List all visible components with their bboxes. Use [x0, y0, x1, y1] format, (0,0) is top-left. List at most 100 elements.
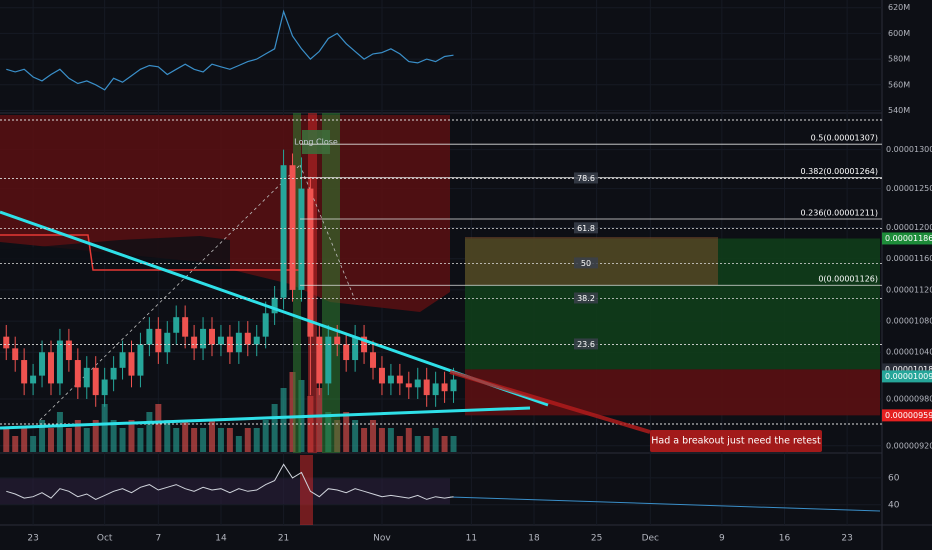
volume-bar: [253, 428, 260, 452]
x-tick-label: Dec: [642, 534, 659, 544]
candle-body: [298, 188, 305, 290]
annotation: Had a breakout just need the retest: [651, 436, 821, 447]
price-label: 0.00001186: [885, 234, 932, 243]
volume-bar: [56, 412, 63, 452]
candle-body: [56, 340, 63, 384]
fib-label: 0.236(0.00001211): [801, 208, 879, 217]
fib-label: 0(0.00001126): [818, 275, 878, 284]
candle-body: [244, 332, 251, 345]
candle-body: [432, 383, 439, 396]
volume-bar: [164, 420, 171, 452]
volume-bar: [289, 372, 296, 452]
price-label: 0.00000959: [885, 411, 932, 420]
arrow-line: [449, 370, 651, 434]
candle-body: [271, 297, 278, 314]
volume-bar: [146, 412, 153, 452]
y-tick-label: 0.00001300: [886, 145, 932, 154]
volume-bar: [173, 428, 180, 452]
x-tick-label: 21: [278, 534, 289, 544]
mcap-tick-label: 580M: [888, 55, 910, 64]
y-tick-label: 0.00001160: [886, 254, 932, 263]
candle-body: [182, 317, 189, 337]
mcap-tick-label: 620M: [888, 3, 910, 12]
volume-bar: [110, 420, 117, 452]
volume-bar: [343, 412, 350, 452]
fib-box: [574, 257, 598, 269]
candle-body: [316, 336, 323, 384]
triangle-lower: [0, 406, 531, 430]
volume-bar: [396, 436, 403, 452]
fib-box-label: 38.2: [577, 294, 595, 303]
x-tick-label: 14: [215, 534, 227, 544]
volume-bar: [83, 428, 90, 452]
candle-body: [146, 328, 153, 345]
candle-body: [155, 328, 162, 353]
fib-box: [574, 172, 598, 184]
price-label-box: [882, 232, 932, 245]
candle-body: [262, 313, 269, 337]
candle-body: [30, 375, 37, 384]
candle-body: [343, 344, 350, 361]
candle-body: [12, 348, 19, 361]
volume-bar: [378, 428, 385, 452]
volume-bar: [39, 420, 46, 452]
y-tick-label: 0.00000920: [886, 441, 932, 450]
y-tick-label: 0.00001080: [886, 317, 932, 326]
candle-body: [119, 352, 126, 368]
x-tick-label: 25: [591, 534, 602, 544]
y-tick-label: 0.00001250: [886, 184, 932, 193]
volume-bar: [119, 428, 126, 452]
candle-body: [441, 383, 448, 392]
fib-box: [574, 338, 598, 350]
note-box: [650, 430, 822, 452]
volume-bar: [405, 428, 412, 452]
volume-bar: [155, 404, 162, 452]
mcap-tick-label: 600M: [888, 29, 910, 38]
x-tick-label: 11: [466, 534, 477, 544]
x-tick-label: 7: [155, 534, 161, 544]
price-label-box: [882, 370, 932, 383]
loss-zone: [465, 369, 880, 416]
candle-body: [101, 379, 108, 396]
osc-tick-label: 40: [888, 500, 900, 510]
x-tick-label: 9: [719, 534, 725, 544]
x-tick-label: 23: [27, 534, 38, 544]
volume-bar: [226, 428, 233, 452]
candle-body: [39, 352, 46, 376]
volume-bar: [12, 436, 19, 452]
volume-bar: [441, 436, 448, 452]
candle-body: [200, 328, 207, 349]
osc-band: [0, 477, 450, 505]
candle-body: [92, 367, 99, 396]
candle-body: [217, 336, 224, 345]
volume-bar: [244, 428, 251, 452]
candle-body: [378, 367, 385, 384]
fib-box: [574, 292, 598, 304]
volume-bar: [191, 428, 198, 452]
candle-body: [164, 332, 171, 353]
candle-body: [110, 367, 117, 380]
volume-bar: [200, 428, 207, 452]
volume-bar: [280, 388, 287, 452]
candle-body: [325, 336, 332, 384]
volume-bar: [432, 428, 439, 452]
volume-bar: [3, 428, 10, 452]
x-tick-label: Oct: [97, 534, 113, 544]
volume-bar: [65, 428, 72, 452]
candle-body: [405, 383, 412, 388]
volume-bar: [361, 428, 368, 452]
fib-box-label: 61.8: [577, 224, 595, 233]
candle-body: [74, 360, 81, 388]
marks: [3, 149, 457, 407]
candle-body: [191, 336, 198, 349]
volume-bar: [74, 420, 81, 452]
candle-body: [289, 165, 296, 290]
volume-bar: [137, 428, 144, 452]
price-label-box: [882, 409, 932, 422]
candle-body: [173, 317, 180, 333]
price-label: 0.00001009: [885, 372, 932, 381]
y-tick-label: 0.00001120: [886, 285, 932, 294]
volume-bar: [217, 428, 224, 452]
volume-bar: [352, 420, 359, 452]
